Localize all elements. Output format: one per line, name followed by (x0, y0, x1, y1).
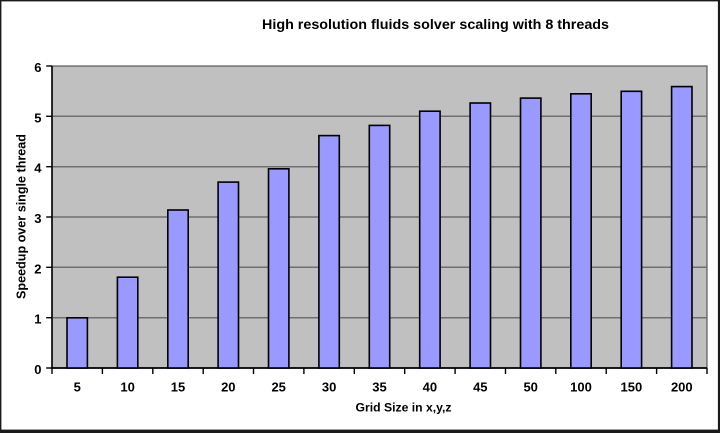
svg-text:25: 25 (271, 379, 285, 394)
svg-text:5: 5 (34, 110, 41, 125)
svg-text:High resolution fluids solver: High resolution fluids solver scaling wi… (262, 16, 609, 32)
svg-text:15: 15 (171, 379, 185, 394)
svg-text:45: 45 (473, 379, 487, 394)
svg-text:200: 200 (671, 379, 693, 394)
svg-text:50: 50 (523, 379, 537, 394)
svg-text:3: 3 (34, 211, 41, 226)
svg-text:30: 30 (322, 379, 336, 394)
svg-text:0: 0 (34, 362, 41, 377)
svg-text:1: 1 (34, 312, 41, 327)
svg-text:Speedup over single thread: Speedup over single thread (15, 134, 29, 299)
svg-text:4: 4 (34, 161, 42, 176)
svg-text:150: 150 (621, 379, 643, 394)
svg-text:40: 40 (423, 379, 437, 394)
svg-text:5: 5 (74, 379, 81, 394)
svg-text:2: 2 (34, 261, 41, 276)
svg-text:Grid Size in x,y,z: Grid Size in x,y,z (356, 400, 452, 414)
svg-text:20: 20 (221, 379, 235, 394)
svg-text:10: 10 (120, 379, 134, 394)
svg-text:35: 35 (372, 379, 386, 394)
svg-text:100: 100 (570, 379, 592, 394)
svg-text:6: 6 (34, 60, 41, 75)
